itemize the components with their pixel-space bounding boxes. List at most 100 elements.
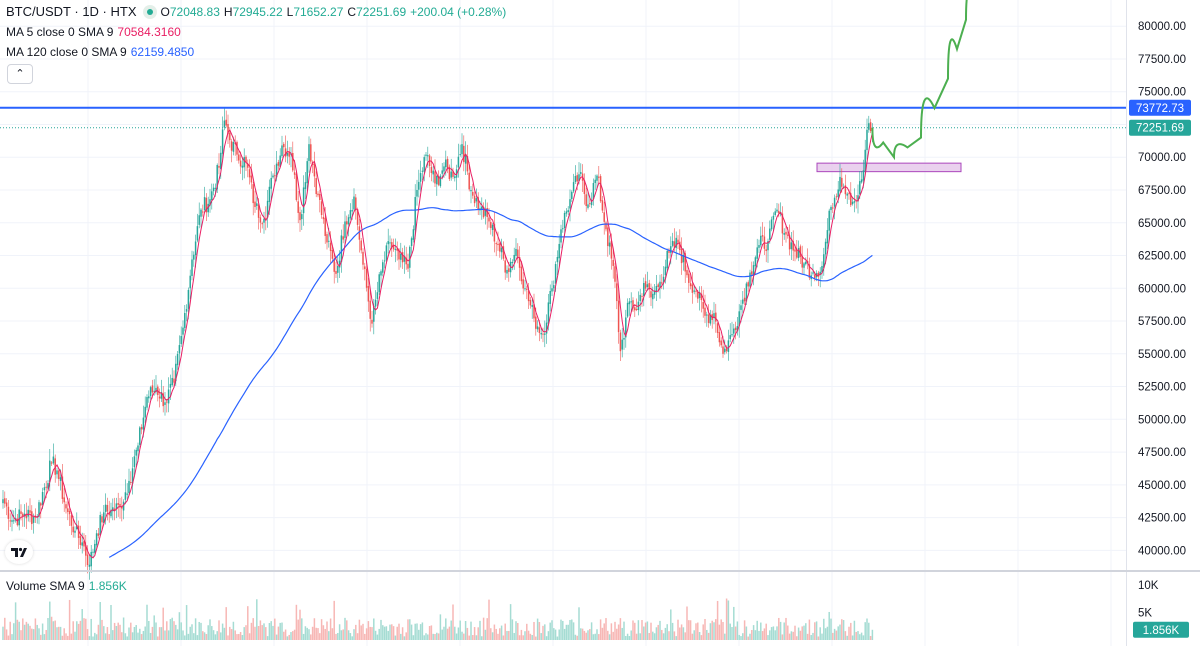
- candle-body[interactable]: [81, 542, 83, 546]
- candle-body[interactable]: [506, 269, 508, 274]
- candle-body[interactable]: [79, 536, 82, 546]
- candle-body[interactable]: [446, 158, 449, 168]
- candle-body[interactable]: [500, 247, 503, 253]
- candle-body[interactable]: [34, 516, 37, 518]
- candle-body[interactable]: [13, 520, 15, 522]
- candle-body[interactable]: [286, 152, 289, 156]
- candle-body[interactable]: [614, 266, 616, 282]
- candle-body[interactable]: [398, 249, 400, 260]
- candle-body[interactable]: [126, 493, 128, 495]
- candle-body[interactable]: [794, 249, 796, 252]
- candle-body[interactable]: [644, 281, 647, 289]
- candle-body[interactable]: [641, 295, 643, 297]
- candle-body[interactable]: [589, 203, 591, 205]
- candle-body[interactable]: [752, 265, 755, 276]
- candle-body[interactable]: [378, 274, 380, 293]
- candle-body[interactable]: [770, 219, 773, 230]
- candle-body[interactable]: [376, 292, 379, 299]
- candle-body[interactable]: [527, 290, 530, 302]
- candle-body[interactable]: [668, 249, 670, 253]
- candle-body[interactable]: [313, 163, 316, 177]
- candle-body[interactable]: [826, 230, 829, 244]
- candle-body[interactable]: [153, 390, 155, 392]
- candle-body[interactable]: [185, 309, 188, 312]
- candle-body[interactable]: [252, 184, 254, 204]
- candle-body[interactable]: [241, 165, 244, 168]
- candle-body[interactable]: [445, 159, 447, 168]
- candle-body[interactable]: [608, 242, 611, 247]
- candle-body[interactable]: [653, 290, 656, 295]
- candle-body[interactable]: [670, 246, 672, 253]
- candle-body[interactable]: [551, 288, 553, 292]
- candle-body[interactable]: [797, 248, 800, 259]
- candle-body[interactable]: [473, 195, 476, 204]
- candle-body[interactable]: [239, 160, 242, 167]
- candle-body[interactable]: [792, 241, 794, 251]
- candle-body[interactable]: [52, 456, 55, 464]
- candle-body[interactable]: [104, 504, 107, 512]
- candle-body[interactable]: [850, 193, 852, 206]
- candle-body[interactable]: [205, 197, 208, 213]
- candle-body[interactable]: [704, 307, 706, 316]
- candle-body[interactable]: [360, 240, 362, 251]
- candle-body[interactable]: [409, 246, 411, 268]
- candle-body[interactable]: [229, 132, 231, 141]
- candle-body[interactable]: [772, 215, 775, 220]
- candle-body[interactable]: [562, 228, 564, 230]
- candle-body[interactable]: [538, 327, 541, 333]
- candle-body[interactable]: [414, 197, 416, 231]
- candle-body[interactable]: [671, 240, 674, 246]
- candle-body[interactable]: [468, 172, 470, 190]
- candle-body[interactable]: [857, 195, 859, 202]
- candle-body[interactable]: [778, 210, 780, 214]
- candle-body[interactable]: [32, 516, 35, 523]
- candle-body[interactable]: [727, 340, 730, 352]
- candle-body[interactable]: [284, 148, 287, 157]
- candle-body[interactable]: [382, 262, 384, 273]
- candle-body[interactable]: [517, 249, 519, 257]
- candle-body[interactable]: [860, 179, 863, 183]
- candle-body[interactable]: [769, 228, 771, 240]
- candle-body[interactable]: [571, 191, 573, 200]
- candle-body[interactable]: [59, 477, 62, 481]
- candle-body[interactable]: [745, 283, 748, 302]
- candle-body[interactable]: [77, 525, 80, 538]
- candle-body[interactable]: [729, 335, 731, 340]
- candle-body[interactable]: [295, 173, 298, 201]
- candle-body[interactable]: [434, 171, 436, 184]
- candle-body[interactable]: [482, 206, 485, 218]
- candle-body[interactable]: [585, 194, 587, 206]
- candle-body[interactable]: [835, 196, 838, 198]
- candle-body[interactable]: [659, 281, 661, 289]
- candle-body[interactable]: [801, 255, 803, 268]
- candle-body[interactable]: [250, 175, 253, 183]
- candle-body[interactable]: [220, 152, 222, 169]
- candle-body[interactable]: [572, 182, 575, 192]
- candle-body[interactable]: [761, 235, 764, 237]
- candle-body[interactable]: [553, 285, 555, 289]
- candle-body[interactable]: [646, 284, 649, 288]
- candle-body[interactable]: [304, 182, 307, 190]
- candle-body[interactable]: [459, 154, 461, 156]
- candle-body[interactable]: [171, 377, 173, 386]
- candle-body[interactable]: [338, 260, 341, 268]
- candle-body[interactable]: [248, 169, 251, 178]
- candle-body[interactable]: [99, 515, 101, 536]
- candle-body[interactable]: [270, 177, 272, 189]
- candle-body[interactable]: [542, 333, 544, 335]
- candle-body[interactable]: [484, 208, 487, 216]
- candle-body[interactable]: [342, 236, 344, 240]
- candle-body[interactable]: [351, 210, 353, 212]
- candle-body[interactable]: [117, 503, 119, 505]
- candle-body[interactable]: [554, 264, 557, 284]
- candle-body[interactable]: [173, 378, 175, 383]
- candle-body[interactable]: [47, 483, 49, 489]
- candle-body[interactable]: [643, 283, 645, 297]
- candle-body[interactable]: [353, 196, 355, 210]
- candle-body[interactable]: [787, 234, 789, 236]
- candle-body[interactable]: [743, 297, 746, 302]
- ma5-legend[interactable]: MA 5 close 0 SMA 9 70584.3160: [6, 25, 185, 39]
- candle-body[interactable]: [162, 393, 164, 407]
- candle-body[interactable]: [657, 284, 659, 287]
